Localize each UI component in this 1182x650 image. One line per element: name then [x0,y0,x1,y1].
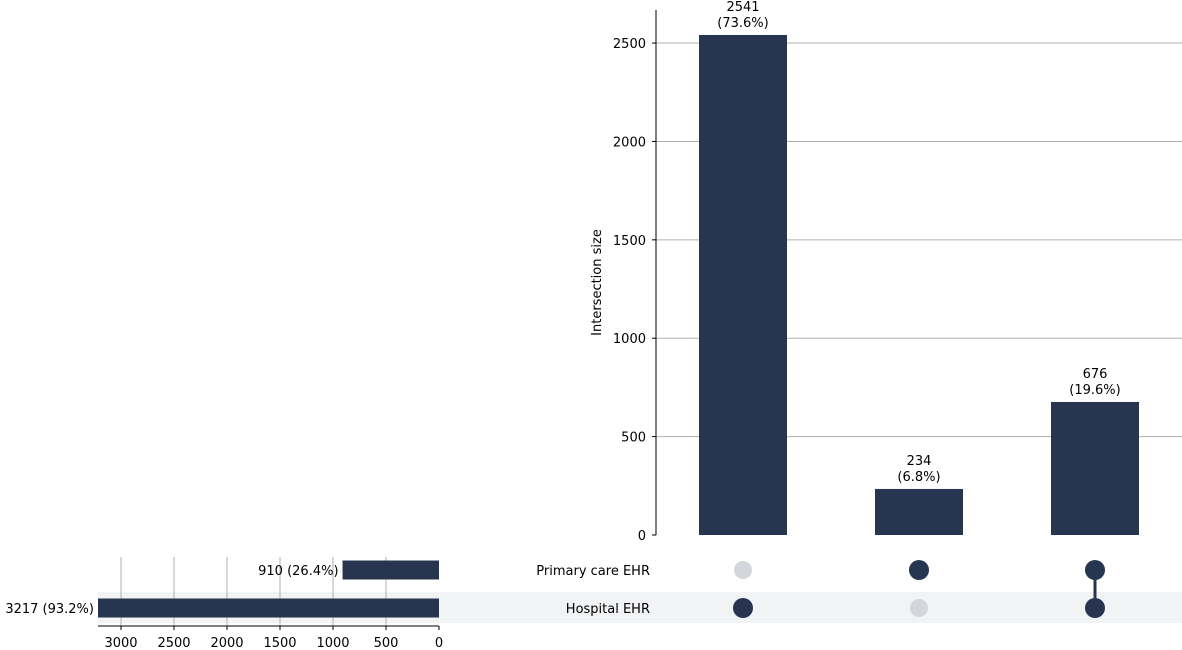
set-size-tick-label: 3000 [104,636,137,650]
set-size-tick-label: 500 [374,636,399,650]
intersection-count-label: 676 [1083,367,1108,382]
intersection-count-label: 2541 [726,0,759,15]
set-size-label: 910 (26.4%) [258,564,338,579]
y-tick-label: 1000 [613,332,646,347]
intersection-bar [1051,401,1139,535]
matrix-dot-active [1085,560,1105,580]
matrix-dot-active [733,598,753,618]
intersection-percent-label: (19.6%) [1069,383,1120,398]
set-name-label: Hospital EHR [566,602,650,617]
matrix-dot-active [1085,598,1105,618]
matrix-dot-active [909,560,929,580]
set-size-label: 3217 (93.2%) [5,602,94,617]
intersection-count-label: 234 [907,454,932,469]
set-size-tick-label: 2500 [157,636,190,650]
y-axis-label: Intersection size [590,229,605,336]
set-size-tick-label: 2000 [210,636,243,650]
set-size-tick-label: 1000 [316,636,349,650]
y-tick-label: 500 [621,431,646,446]
y-tick-label: 0 [638,529,646,544]
set-name-label: Primary care EHR [536,564,650,579]
y-tick-label: 2500 [613,37,646,52]
set-size-bar [98,598,439,618]
intersection-bar [875,488,963,535]
intersection-percent-label: (6.8%) [897,470,940,485]
matrix-dot-inactive [734,561,752,579]
set-size-bar [342,560,439,580]
matrix-dot-inactive [910,599,928,617]
intersection-percent-label: (73.6%) [717,16,768,31]
set-size-tick-label: 0 [435,636,443,650]
y-tick-label: 1500 [613,234,646,249]
y-tick-label: 2000 [613,135,646,150]
set-size-tick-label: 1500 [263,636,296,650]
intersection-bar [699,34,787,535]
